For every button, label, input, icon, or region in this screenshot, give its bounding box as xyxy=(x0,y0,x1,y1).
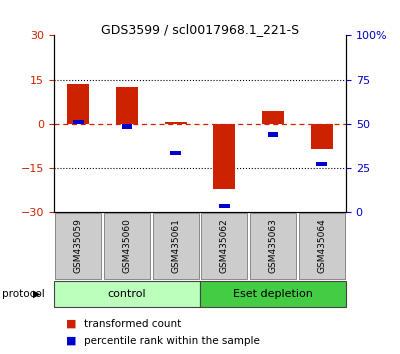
Bar xyxy=(56,213,101,279)
Bar xyxy=(299,213,344,279)
Bar xyxy=(213,124,235,189)
Bar xyxy=(116,87,138,124)
Text: GSM435061: GSM435061 xyxy=(171,218,180,274)
Bar xyxy=(262,110,284,124)
Bar xyxy=(153,213,198,279)
Text: protocol: protocol xyxy=(2,289,45,299)
Bar xyxy=(170,151,181,155)
Bar xyxy=(200,281,346,307)
Bar xyxy=(54,281,200,307)
Bar xyxy=(67,84,89,124)
Text: control: control xyxy=(108,289,146,299)
Bar xyxy=(316,161,327,166)
Bar xyxy=(250,213,296,279)
Bar xyxy=(73,120,84,124)
Text: ■: ■ xyxy=(66,336,76,346)
Text: ▶: ▶ xyxy=(34,289,41,299)
Text: percentile rank within the sample: percentile rank within the sample xyxy=(84,336,260,346)
Bar xyxy=(219,204,230,209)
Text: transformed count: transformed count xyxy=(84,319,181,329)
Bar xyxy=(165,122,187,124)
Bar xyxy=(104,213,150,279)
Text: GDS3599 / scl0017968.1_221-S: GDS3599 / scl0017968.1_221-S xyxy=(101,23,299,36)
Bar xyxy=(311,124,333,149)
Bar xyxy=(122,124,132,129)
Text: GSM435064: GSM435064 xyxy=(317,219,326,273)
Text: GSM435059: GSM435059 xyxy=(74,218,83,274)
Text: Eset depletion: Eset depletion xyxy=(233,289,313,299)
Bar xyxy=(202,213,247,279)
Text: ■: ■ xyxy=(66,319,76,329)
Bar xyxy=(268,132,278,137)
Text: GSM435063: GSM435063 xyxy=(268,218,278,274)
Text: GSM435062: GSM435062 xyxy=(220,219,229,273)
Text: GSM435060: GSM435060 xyxy=(122,218,132,274)
